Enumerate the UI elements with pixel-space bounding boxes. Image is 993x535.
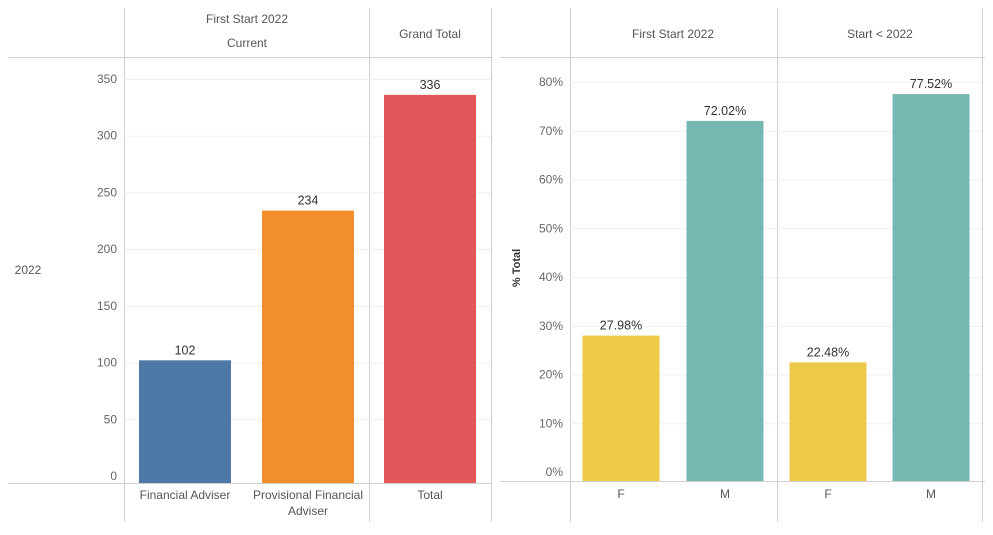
left-y-tick-label: 150 [97, 299, 117, 313]
left-category-label: Provisional Financial Adviser [253, 488, 363, 518]
left-header-top: First Start 2022 [206, 12, 288, 26]
right-y-tick-label: 30% [539, 319, 563, 333]
left-row-label: 2022 [15, 263, 42, 277]
right-y-tick-label: 40% [539, 270, 563, 284]
right-category-label: F [824, 487, 831, 501]
right-y-tick-label: 10% [539, 416, 563, 430]
right-category-label: F [617, 487, 624, 501]
left-y-tick-label: 350 [97, 72, 117, 86]
right-bar-value-label: 77.52% [910, 77, 952, 91]
right-bar[interactable] [582, 335, 660, 481]
right-bar-value-label: 27.98% [600, 319, 642, 333]
right-bar-value-label: 72.02% [704, 104, 746, 118]
left-y-tick-label: 0 [110, 469, 117, 483]
right-y-axis: 0% 10% 20% 30% 40% 50% 60% 70% 80% [539, 75, 563, 479]
right-y-tick-label: 50% [539, 221, 563, 235]
left-category-label: Total [417, 488, 442, 502]
left-bars: 102 Financial Adviser 234 Provisional Finan… [139, 78, 476, 518]
right-bar[interactable] [892, 94, 970, 481]
left-chart-frame [8, 8, 492, 522]
right-bar[interactable] [686, 120, 764, 481]
left-header-total: Grand Total [399, 27, 461, 41]
left-y-tick-label: 50 [104, 412, 118, 426]
right-bars: 27.98% F 72.02% M 22.48% F 77.52% M [582, 77, 970, 501]
right-y-tick-label: 0% [546, 465, 564, 479]
left-bar-value-label: 102 [175, 343, 196, 357]
left-y-tick-label: 300 [97, 129, 117, 143]
left-bar-value-label: 336 [420, 78, 441, 92]
right-y-tick-label: 20% [539, 368, 563, 382]
right-y-tick-label: 80% [539, 75, 563, 89]
right-category-label: M [720, 487, 730, 501]
right-y-axis-title: % Total [511, 249, 523, 287]
left-y-axis: 0 50 100 150 200 250 300 350 [97, 72, 117, 483]
left-y-tick-label: 200 [97, 242, 117, 256]
right-bar[interactable] [789, 362, 867, 481]
right-category-label: M [926, 487, 936, 501]
left-category-label: Financial Adviser [140, 488, 231, 502]
left-bar-value-label: 234 [298, 194, 319, 208]
left-bar[interactable] [139, 360, 231, 483]
left-header-sub: Current [227, 36, 268, 50]
right-y-tick-label: 60% [539, 173, 563, 187]
right-y-tick-label: 70% [539, 124, 563, 138]
left-y-tick-label: 100 [97, 356, 117, 370]
left-bar[interactable] [262, 210, 354, 483]
left-bar[interactable] [384, 94, 476, 483]
right-bar-value-label: 22.48% [807, 345, 849, 359]
left-y-tick-label: 250 [97, 185, 117, 199]
right-chart-frame [500, 8, 985, 522]
right-header-panel-2: Start < 2022 [847, 27, 913, 41]
right-header-panel-1: First Start 2022 [632, 27, 714, 41]
